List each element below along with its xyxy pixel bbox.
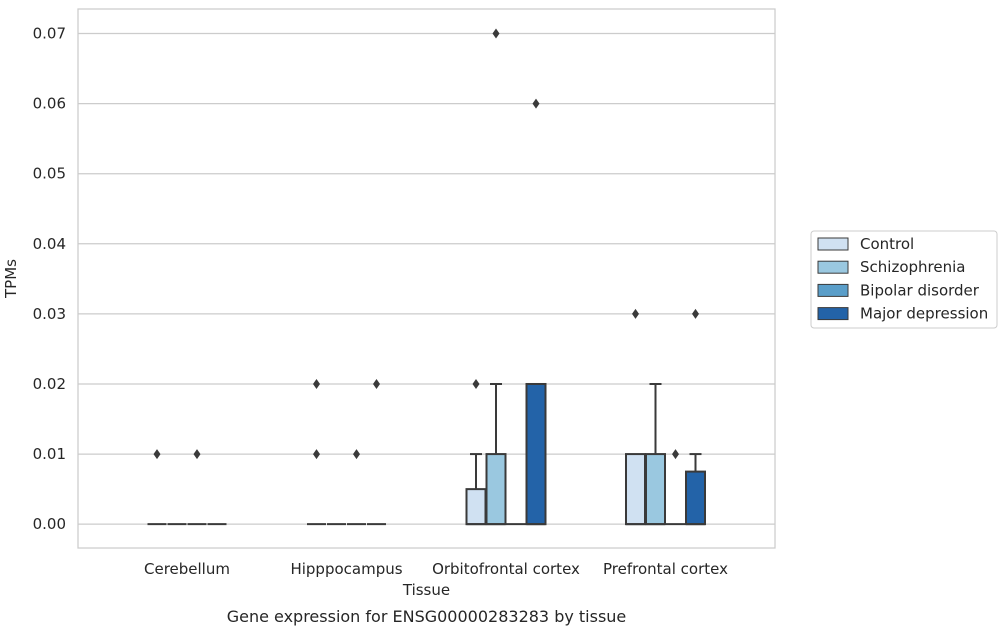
outlier-point bbox=[692, 308, 699, 319]
box bbox=[465, 488, 487, 526]
legend-label: Control bbox=[860, 235, 914, 253]
plot-frame bbox=[77, 8, 776, 549]
y-tick-label: 0.04 bbox=[33, 235, 66, 253]
box bbox=[625, 453, 646, 526]
box bbox=[645, 453, 666, 526]
y-tick-label: 0.02 bbox=[33, 375, 66, 393]
outlier-point bbox=[153, 449, 161, 460]
x-tick-label: Prefrontal cortex bbox=[603, 560, 728, 578]
chart-caption: Gene expression for ENSG00000283283 by t… bbox=[227, 607, 627, 626]
legend-frame bbox=[810, 230, 998, 329]
box bbox=[685, 470, 706, 526]
legend-swatch bbox=[817, 283, 849, 297]
x-tick-label: Hipppocampus bbox=[290, 560, 402, 578]
outlier-point bbox=[472, 378, 480, 389]
box bbox=[485, 453, 507, 526]
y-axis-label: TPMs bbox=[2, 259, 20, 299]
y-tick-label: 0.07 bbox=[33, 25, 66, 43]
box bbox=[525, 382, 547, 526]
legend-label: Major depression bbox=[860, 305, 988, 323]
x-tick-label: Orbitofrontal cortex bbox=[432, 560, 580, 578]
outlier-point bbox=[373, 378, 380, 389]
outlier-point bbox=[632, 308, 639, 319]
x-axis-ticks: Cerebellum Hipppocampus Orbitofrontal cort… bbox=[144, 560, 728, 578]
outlier-point bbox=[492, 28, 500, 39]
x-axis-label: Tissue bbox=[402, 581, 450, 599]
legend-items: Control Schizophrenia Bipolar disorder Majo… bbox=[817, 235, 988, 323]
outliers bbox=[153, 28, 699, 460]
legend: Control Schizophrenia Bipolar disorder Majo… bbox=[810, 230, 998, 329]
y-tick-label: 0.03 bbox=[33, 305, 66, 323]
legend-swatch bbox=[817, 237, 849, 251]
legend-label: Schizophrenia bbox=[860, 258, 965, 276]
x-tick-label: Cerebellum bbox=[144, 560, 230, 578]
outlier-point bbox=[193, 449, 201, 460]
y-tick-label: 0.01 bbox=[33, 445, 66, 463]
legend-swatch bbox=[817, 307, 849, 321]
y-tick-label: 0.05 bbox=[33, 165, 66, 183]
boxes bbox=[147, 382, 706, 526]
outlier-point bbox=[532, 98, 540, 109]
outlier-point bbox=[353, 449, 360, 460]
outlier-point bbox=[672, 449, 679, 460]
legend-label: Bipolar disorder bbox=[860, 281, 980, 299]
outlier-point bbox=[313, 449, 320, 460]
y-axis-ticks: 0.00 0.01 0.02 0.03 0.04 0.05 0.06 0.07 bbox=[33, 25, 66, 534]
y-tick-label: 0.06 bbox=[33, 95, 66, 113]
outlier-point bbox=[313, 378, 320, 389]
legend-swatch bbox=[817, 260, 849, 274]
y-tick-label: 0.00 bbox=[33, 515, 66, 533]
